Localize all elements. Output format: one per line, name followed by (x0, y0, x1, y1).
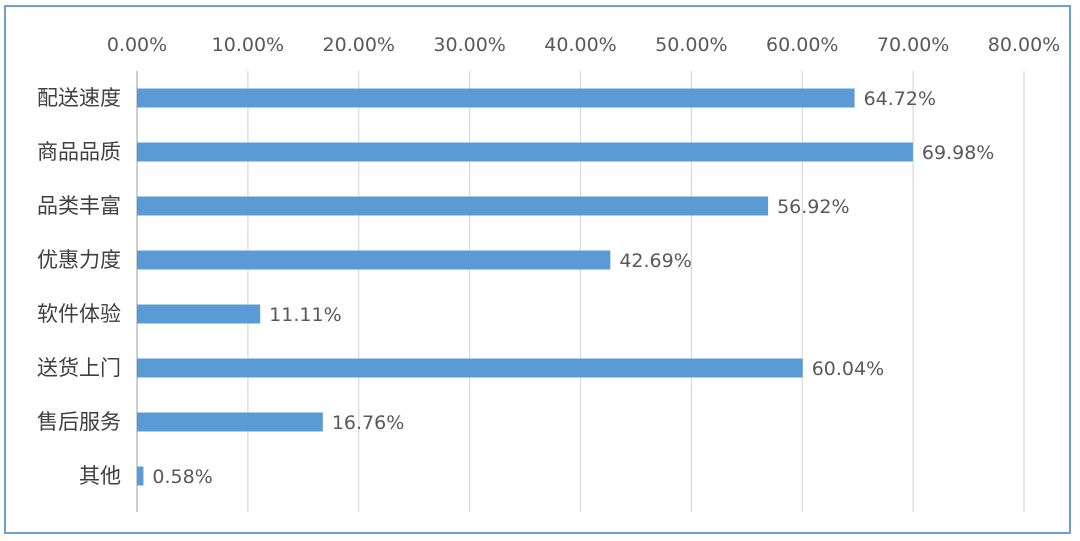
category-label: 商品品质 (37, 140, 121, 164)
category-label: 配送速度 (37, 86, 121, 110)
data-label: 42.69% (619, 250, 691, 272)
x-tick-label: 40.00% (544, 34, 616, 56)
data-label: 60.04% (812, 358, 884, 380)
bar (137, 304, 261, 324)
x-tick-label: 10.00% (212, 34, 284, 56)
x-tick-label: 20.00% (323, 34, 395, 56)
data-label: 16.76% (332, 412, 404, 434)
category-label: 售后服务 (37, 410, 121, 434)
x-tick-label: 30.00% (433, 34, 505, 56)
x-tick-label: 60.00% (766, 34, 838, 56)
bar (137, 466, 144, 486)
category-label: 优惠力度 (37, 248, 121, 272)
x-axis-tick-labels: 0.00% 10.00% 20.00% 30.00% 40.00% 50.00% 60.00… (107, 34, 1060, 56)
bar (137, 196, 769, 216)
data-label: 0.58% (152, 466, 212, 488)
x-tick-label: 70.00% (877, 34, 949, 56)
data-label: 56.92% (777, 196, 849, 218)
category-label: 送货上门 (37, 356, 121, 380)
bar (137, 88, 855, 108)
category-label: 其他 (79, 464, 121, 488)
bars (137, 88, 913, 486)
data-labels: 64.72% 69.98% 56.92% 42.69% 11.11% 60.04% 16.7… (152, 88, 994, 488)
x-tick-label: 80.00% (988, 34, 1060, 56)
data-label: 11.11% (269, 304, 341, 326)
bar (137, 142, 913, 162)
bar (137, 250, 611, 270)
bar (137, 358, 803, 378)
bar (137, 412, 323, 432)
gridlines (136, 71, 1025, 512)
category-label: 软件体验 (37, 302, 121, 326)
x-tick-label: 50.00% (655, 34, 727, 56)
category-label: 品类丰富 (37, 194, 121, 218)
x-tick-label: 0.00% (107, 34, 167, 56)
data-label: 69.98% (922, 142, 994, 164)
data-label: 64.72% (864, 88, 936, 110)
